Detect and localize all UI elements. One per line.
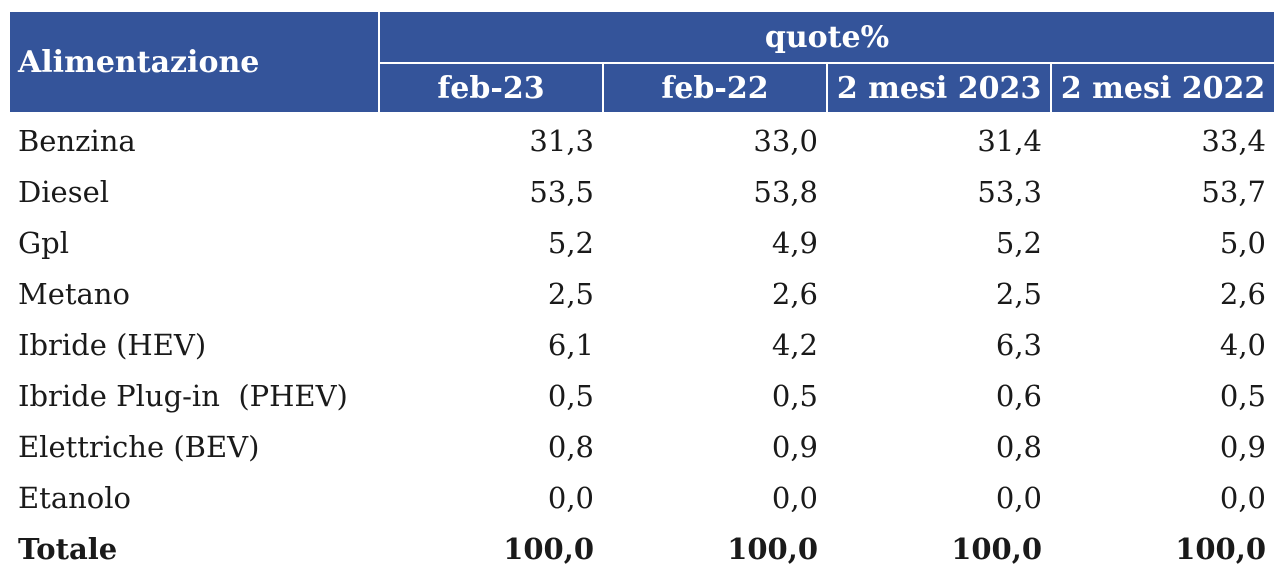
cell-value: 0,0	[771, 480, 818, 515]
row-label: Totale	[18, 531, 118, 566]
cell-value: 2,5	[995, 276, 1042, 311]
row-label: Metano	[18, 276, 130, 311]
cell-value: 0,5	[771, 378, 818, 413]
cell-value: 4,0	[1219, 327, 1266, 362]
cell-value: 4,9	[771, 225, 818, 260]
cell-value: 0,8	[995, 429, 1042, 464]
row-label: Ibride Plug-in (PHEV)	[18, 378, 348, 413]
cell-value: 5,2	[995, 225, 1042, 260]
cell-value: 5,2	[547, 225, 594, 260]
cell-value: 5,0	[1219, 225, 1266, 260]
row-label: Ibride (HEV)	[18, 327, 207, 362]
cell-value: 53,7	[1201, 174, 1266, 209]
cell-value: 100,0	[727, 531, 818, 566]
cell-value: 0,9	[771, 429, 818, 464]
header-column: feb-22	[604, 64, 826, 112]
cell-value: 0,0	[995, 480, 1042, 515]
cell-value: 0,8	[547, 429, 594, 464]
cell-value: 100,0	[1175, 531, 1266, 566]
cell-value: 33,4	[1201, 123, 1266, 158]
row-label: Benzina	[18, 123, 136, 158]
cell-value: 2,6	[1219, 276, 1266, 311]
row-label: Diesel	[18, 174, 110, 209]
header-column: 2 mesi 2023	[828, 64, 1050, 112]
row-label: Gpl	[18, 225, 70, 260]
cell-value: 0,6	[995, 378, 1042, 413]
cell-value: 100,0	[951, 531, 1042, 566]
cell-value: 0,0	[1219, 480, 1266, 515]
header-first: Alimentazione	[10, 12, 378, 112]
cell-value: 0,9	[1219, 429, 1266, 464]
cell-value: 4,2	[771, 327, 818, 362]
row-label: Etanolo	[18, 480, 131, 515]
cell-value: 53,3	[977, 174, 1042, 209]
header-column: 2 mesi 2022	[1052, 64, 1274, 112]
cell-value: 2,6	[771, 276, 818, 311]
cell-value: 0,0	[547, 480, 594, 515]
header-group: quote%	[380, 12, 1274, 62]
cell-value: 100,0	[503, 531, 594, 566]
cell-value: 53,8	[753, 174, 818, 209]
cell-value: 6,3	[995, 327, 1042, 362]
cell-value: 0,5	[547, 378, 594, 413]
cell-value: 0,5	[1219, 378, 1266, 413]
header-column: feb-23	[380, 64, 602, 112]
cell-value: 31,4	[977, 123, 1042, 158]
cell-value: 2,5	[547, 276, 594, 311]
cell-value: 53,5	[529, 174, 594, 209]
row-label: Elettriche (BEV)	[18, 429, 260, 464]
cell-value: 6,1	[547, 327, 594, 362]
cell-value: 33,0	[753, 123, 818, 158]
cell-value: 31,3	[529, 123, 594, 158]
